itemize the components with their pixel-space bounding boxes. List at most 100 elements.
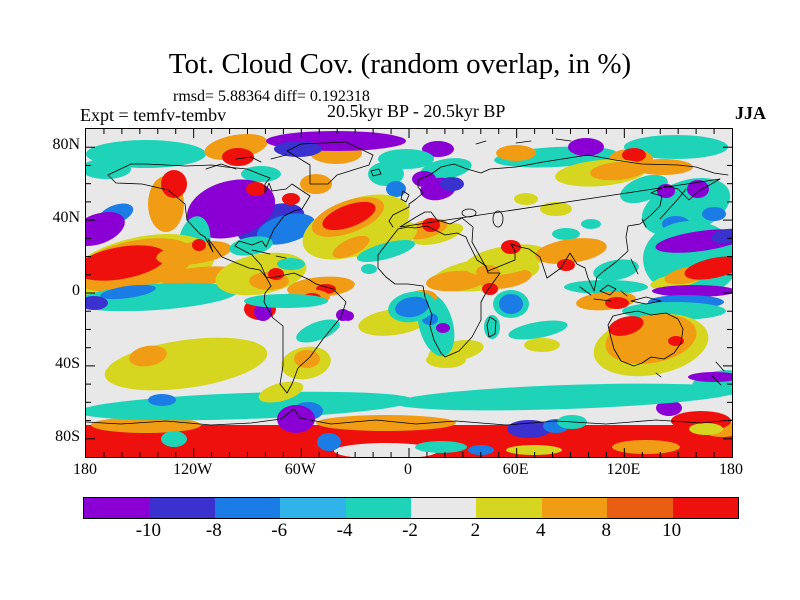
- field-blob: [524, 338, 560, 352]
- field-blob: [426, 352, 466, 368]
- field-blob: [590, 161, 646, 181]
- field-blob: [581, 219, 601, 229]
- plot-title: Tot. Cloud Cov. (random overlap, in %): [168, 48, 632, 80]
- field-blob: [622, 148, 646, 162]
- experiment-label: Expt = temfv-tembv: [80, 105, 227, 125]
- colorbar-label: -2: [402, 520, 418, 541]
- field-blob: [277, 258, 305, 270]
- field-blob: [440, 177, 464, 191]
- field-blob: [332, 235, 370, 259]
- colorbar-cell: [149, 498, 215, 518]
- field-blob: [652, 285, 732, 297]
- colorbar-label: 2: [470, 520, 481, 541]
- y-tick-label: 40N: [52, 209, 80, 227]
- field-blob: [91, 417, 201, 433]
- field-blob: [161, 431, 187, 447]
- field-blob: [317, 433, 341, 451]
- field-blob: [540, 202, 572, 216]
- coastlines-layer: [86, 138, 732, 426]
- field-blob: [277, 405, 315, 433]
- field-blob: [322, 201, 376, 231]
- field-blob: [361, 264, 377, 274]
- map-plot: [86, 129, 732, 457]
- coastline-antarctica: [86, 408, 732, 426]
- field-blob: [508, 320, 568, 340]
- y-tick-label: 0: [72, 282, 80, 299]
- field-blob: [702, 207, 726, 221]
- field-blob: [148, 394, 176, 406]
- field-blob: [436, 323, 450, 333]
- field-blob: [608, 316, 644, 336]
- field-blob: [161, 170, 187, 198]
- coastline-black-sea: [461, 208, 477, 218]
- field-blob: [334, 443, 438, 457]
- x-tick-label: 180: [719, 461, 743, 478]
- field-blob: [496, 145, 536, 161]
- coastline-south-america: [263, 272, 347, 394]
- contour-field-layer: [86, 131, 732, 457]
- field-blob: [336, 309, 350, 321]
- coastline-eurasia: [388, 154, 729, 292]
- colorbar-cell: [607, 498, 673, 518]
- colorbar-label: -8: [205, 520, 222, 541]
- field-blob: [282, 193, 300, 205]
- y-tick-label: 80S: [55, 427, 80, 445]
- field-blob: [514, 193, 538, 205]
- coastline-madagascar: [486, 316, 497, 338]
- coastline-greenland: [286, 141, 374, 185]
- field-blob: [294, 350, 320, 368]
- field-blob: [656, 400, 682, 416]
- axis-ticks: [86, 129, 732, 457]
- field-blob: [535, 238, 607, 264]
- field-blob: [258, 381, 304, 403]
- x-tick-label: 60W: [284, 461, 316, 478]
- field-blob: [241, 166, 281, 182]
- x-tick-label: 60E: [502, 461, 529, 478]
- x-tick-label: 180: [73, 461, 97, 478]
- colorbar-cell: [541, 498, 608, 518]
- x-tick-label: 120E: [606, 461, 641, 478]
- field-blob: [356, 240, 416, 262]
- coastline-arctic-islands: [205, 138, 572, 170]
- coastline-new-zealand: [711, 361, 725, 386]
- colorbar-cell: [84, 498, 150, 518]
- coastline-australia: [607, 310, 684, 378]
- coastline-maritime-continent: [579, 258, 662, 305]
- x-tick-label: 0: [404, 461, 412, 478]
- colorbar-label: 8: [601, 520, 611, 541]
- field-blob: [482, 283, 498, 295]
- coastline-north-america: [107, 163, 311, 278]
- field-blob: [468, 445, 494, 455]
- field-blob: [711, 228, 732, 244]
- field-blob: [368, 162, 404, 186]
- stats-line: rmsd= 5.88364 diff= 0.192318: [173, 88, 370, 105]
- coastline-caspian-sea: [492, 210, 504, 228]
- colorbar-cell: [345, 498, 412, 518]
- field-blob: [507, 420, 551, 438]
- colorbar-label: -10: [135, 520, 162, 541]
- field-blob: [86, 211, 125, 247]
- field-blob: [688, 372, 732, 382]
- colorbar-label: 10: [662, 520, 682, 541]
- field-blob: [415, 441, 467, 453]
- coastline-japan-korea: [641, 188, 687, 228]
- field-blob: [274, 141, 322, 157]
- colorbar-cell: [476, 498, 542, 518]
- colorbar-cell: [411, 498, 477, 518]
- colorbar-label: 4: [536, 520, 546, 541]
- field-blob: [86, 159, 131, 179]
- field-blob: [506, 445, 562, 455]
- field-blob: [687, 180, 709, 198]
- colorbar-cell: [214, 498, 281, 518]
- coastline-uk-iceland: [370, 168, 410, 203]
- y-tick-label: 40S: [55, 354, 80, 372]
- period-line: 20.5kyr BP - 20.5kyr BP: [327, 101, 506, 121]
- y-tick-label: 80N: [52, 136, 80, 154]
- field-blob: [426, 270, 486, 292]
- field-blob: [568, 138, 604, 156]
- field-blob: [501, 240, 521, 254]
- field-blob: [296, 319, 340, 343]
- colorbar: [83, 497, 739, 519]
- field-blob: [256, 213, 316, 245]
- field-blob: [156, 240, 232, 266]
